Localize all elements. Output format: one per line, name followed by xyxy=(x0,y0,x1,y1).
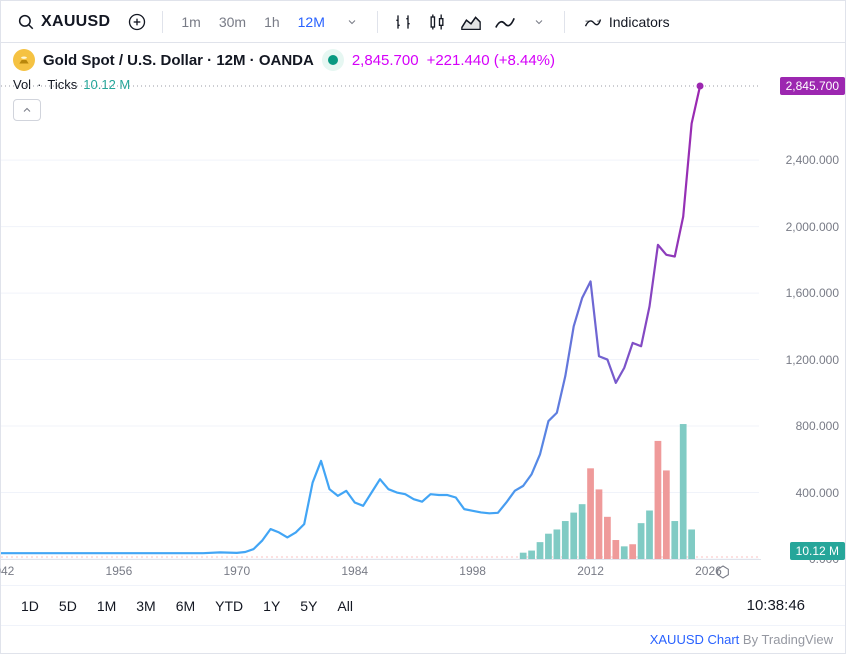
chevron-down-icon xyxy=(533,16,545,28)
symbol-text: XAUUSD xyxy=(41,13,110,31)
interval-12M[interactable]: 12M xyxy=(290,7,333,37)
x-tick: 1956 xyxy=(106,564,133,578)
y-tick: 800.000 xyxy=(796,419,839,433)
style-dropdown[interactable] xyxy=(524,7,554,37)
price-change-pct: (+8.44%) xyxy=(494,52,555,69)
search-icon xyxy=(17,13,35,31)
last-price: 2,845.700 xyxy=(352,52,419,69)
footer-text: XAUUSD Chart By TradingView xyxy=(650,632,833,647)
plus-circle-icon xyxy=(127,12,147,32)
interval-1m[interactable]: 1m xyxy=(173,7,208,37)
bars-icon xyxy=(393,12,413,32)
y-tick: 2,400.000 xyxy=(786,153,839,167)
market-open-dot xyxy=(328,55,338,65)
line-icon xyxy=(494,12,516,32)
area-icon xyxy=(460,12,482,32)
separator xyxy=(377,11,378,33)
footer-by: By TradingView xyxy=(739,632,833,647)
range-6m[interactable]: 6M xyxy=(168,593,203,619)
range-all[interactable]: All xyxy=(329,593,361,619)
collapse-button[interactable] xyxy=(13,99,41,121)
range-1m[interactable]: 1M xyxy=(89,593,124,619)
volume-tag: 10.12 M xyxy=(790,542,845,560)
indicators-icon xyxy=(583,12,603,32)
x-tick: 1984 xyxy=(341,564,368,578)
interval-30m[interactable]: 30m xyxy=(211,7,254,37)
separator xyxy=(162,11,163,33)
indicators-label: Indicators xyxy=(609,14,670,30)
bars-style-button[interactable] xyxy=(388,7,418,37)
indicators-button[interactable]: Indicators xyxy=(575,7,678,37)
range-1d[interactable]: 1D xyxy=(13,593,47,619)
price-change: +221.440 (+8.44%) xyxy=(427,52,555,69)
chevron-up-icon xyxy=(21,104,33,116)
interval-dropdown[interactable] xyxy=(337,7,367,37)
clock: 10:38:46 xyxy=(747,597,833,614)
chart-area[interactable]: Vol · Ticks 10.12 M 0.000400.000800.0001… xyxy=(1,77,845,585)
chevron-down-icon xyxy=(346,16,358,28)
symbol-title: Gold Spot / U.S. Dollar · 12M · OANDA xyxy=(43,52,314,69)
price-chart xyxy=(1,77,845,585)
range-5y[interactable]: 5Y xyxy=(292,593,325,619)
range-buttons: 1D5D1M3M6MYTD1Y5YAll xyxy=(13,593,361,619)
separator xyxy=(564,11,565,33)
app-root: XAUUSD 1m30m1h12M Indicators xyxy=(0,0,846,654)
range-5d[interactable]: 5D xyxy=(51,593,85,619)
symbol-search[interactable]: XAUUSD xyxy=(9,7,118,37)
y-tick: 1,600.000 xyxy=(786,286,839,300)
x-tick: 1942 xyxy=(0,564,14,578)
footer: XAUUSD Chart By TradingView xyxy=(1,625,845,653)
x-tick: 2026 xyxy=(695,564,722,578)
symbol-info-row: Gold Spot / U.S. Dollar · 12M · OANDA 2,… xyxy=(1,43,845,77)
area-style-button[interactable] xyxy=(456,7,486,37)
interval-1h[interactable]: 1h xyxy=(256,7,288,37)
x-tick: 1970 xyxy=(223,564,250,578)
range-ytd[interactable]: YTD xyxy=(207,593,251,619)
add-symbol-button[interactable] xyxy=(122,7,152,37)
x-tick: 1998 xyxy=(459,564,486,578)
y-tick: 400.000 xyxy=(796,486,839,500)
range-1y[interactable]: 1Y xyxy=(255,593,288,619)
price-change-abs: +221.440 xyxy=(427,52,490,69)
x-tick: 2012 xyxy=(577,564,604,578)
range-3m[interactable]: 3M xyxy=(128,593,163,619)
y-axis[interactable]: 0.000400.000800.0001,200.0001,600.0002,0… xyxy=(761,77,845,585)
range-selector: 1D5D1M3M6MYTD1Y5YAll 10:38:46 xyxy=(1,585,845,625)
chart-link[interactable]: XAUUSD Chart xyxy=(650,632,740,647)
market-status xyxy=(322,49,344,71)
candles-icon xyxy=(427,12,447,32)
price-tag: 2,845.700 xyxy=(780,77,845,95)
y-tick: 1,200.000 xyxy=(786,353,839,367)
y-tick: 2,000.000 xyxy=(786,220,839,234)
x-axis[interactable]: 1942 1956 1970 1984 1998 2012 2026 xyxy=(1,559,761,585)
interval-group: 1m30m1h12M xyxy=(173,7,333,37)
symbol-logo xyxy=(13,49,35,71)
candles-style-button[interactable] xyxy=(422,7,452,37)
toolbar: XAUUSD 1m30m1h12M Indicators xyxy=(1,1,845,43)
line-style-button[interactable] xyxy=(490,7,520,37)
gold-icon xyxy=(17,53,31,67)
